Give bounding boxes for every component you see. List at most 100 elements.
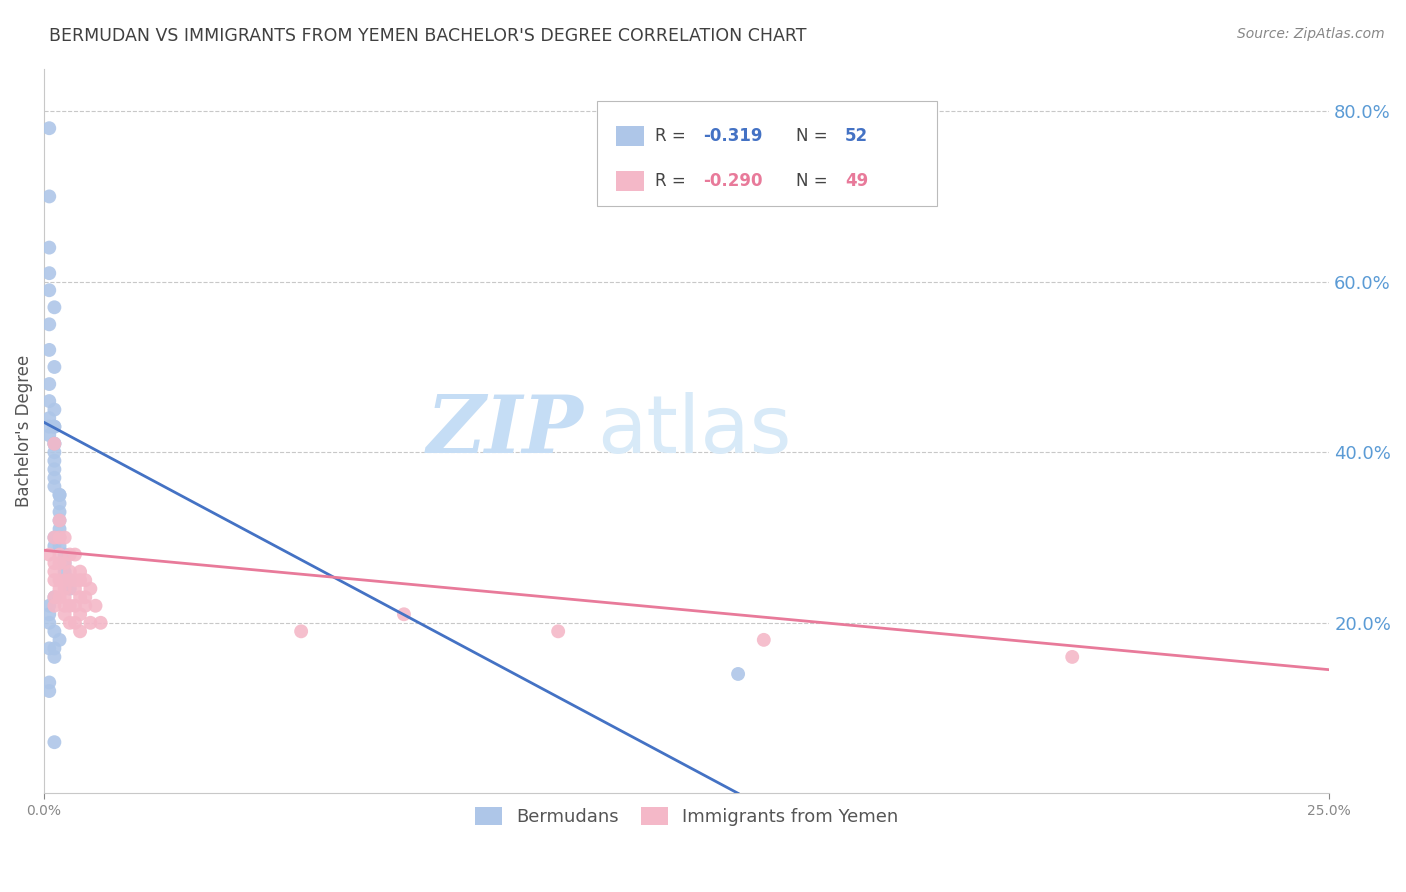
Point xyxy=(44,565,66,579)
Point xyxy=(44,419,66,434)
Point xyxy=(44,471,66,485)
Point xyxy=(53,556,76,570)
Point xyxy=(79,615,101,630)
Point xyxy=(44,479,66,493)
Point xyxy=(48,632,70,647)
Point xyxy=(38,377,60,392)
Text: N =: N = xyxy=(796,127,832,145)
Point xyxy=(44,591,66,605)
Point xyxy=(38,615,60,630)
Point xyxy=(44,599,66,613)
Point xyxy=(48,488,70,502)
Point xyxy=(63,599,86,613)
Point xyxy=(48,531,70,545)
Text: 49: 49 xyxy=(845,172,868,190)
Point xyxy=(75,599,97,613)
Text: R =: R = xyxy=(655,127,690,145)
Point xyxy=(38,121,60,136)
Text: BERMUDAN VS IMMIGRANTS FROM YEMEN BACHELOR'S DEGREE CORRELATION CHART: BERMUDAN VS IMMIGRANTS FROM YEMEN BACHEL… xyxy=(49,27,807,45)
Text: -0.290: -0.290 xyxy=(703,172,763,190)
Point xyxy=(53,531,76,545)
Point xyxy=(53,591,76,605)
Point xyxy=(44,462,66,476)
FancyBboxPatch shape xyxy=(616,171,644,191)
Point xyxy=(38,548,60,562)
Point xyxy=(38,684,60,698)
Point xyxy=(38,599,60,613)
Point xyxy=(69,591,91,605)
Y-axis label: Bachelor's Degree: Bachelor's Degree xyxy=(15,355,32,507)
Point xyxy=(290,624,312,639)
Point xyxy=(48,548,70,562)
Point xyxy=(63,582,86,596)
Point xyxy=(44,436,66,450)
Text: R =: R = xyxy=(655,172,690,190)
Point xyxy=(44,591,66,605)
Point xyxy=(48,573,70,587)
Point xyxy=(84,599,107,613)
Point xyxy=(90,615,112,630)
Point xyxy=(38,675,60,690)
Point xyxy=(48,513,70,527)
Point xyxy=(44,300,66,314)
Point xyxy=(547,624,569,639)
Point xyxy=(44,649,66,664)
Point xyxy=(48,531,70,545)
Point xyxy=(59,573,82,587)
Point xyxy=(48,522,70,536)
Point xyxy=(75,591,97,605)
Point xyxy=(44,436,66,450)
Point xyxy=(48,505,70,519)
Point xyxy=(69,607,91,622)
Point xyxy=(38,607,60,622)
Point xyxy=(38,411,60,425)
FancyBboxPatch shape xyxy=(596,101,938,206)
Point xyxy=(48,496,70,510)
Text: atlas: atlas xyxy=(596,392,792,470)
Point xyxy=(53,548,76,562)
Point xyxy=(44,641,66,656)
Text: -0.319: -0.319 xyxy=(703,127,763,145)
Point xyxy=(44,531,66,545)
Point xyxy=(59,573,82,587)
Point xyxy=(59,599,82,613)
Point xyxy=(69,624,91,639)
Point xyxy=(53,565,76,579)
Point xyxy=(75,573,97,587)
Point xyxy=(38,318,60,332)
Text: Source: ZipAtlas.com: Source: ZipAtlas.com xyxy=(1237,27,1385,41)
Point xyxy=(38,641,60,656)
Point xyxy=(44,735,66,749)
Legend: Bermudans, Immigrants from Yemen: Bermudans, Immigrants from Yemen xyxy=(465,798,907,835)
Point xyxy=(392,607,415,622)
Point xyxy=(48,488,70,502)
Point xyxy=(63,548,86,562)
Point xyxy=(44,402,66,417)
Point xyxy=(48,539,70,553)
Point xyxy=(727,667,749,681)
Point xyxy=(38,266,60,280)
Point xyxy=(44,359,66,374)
Point xyxy=(59,565,82,579)
Text: 52: 52 xyxy=(845,127,868,145)
Point xyxy=(44,624,66,639)
Point xyxy=(38,419,60,434)
Point xyxy=(53,556,76,570)
Point xyxy=(752,632,775,647)
Point xyxy=(69,565,91,579)
Point xyxy=(44,573,66,587)
Point xyxy=(59,582,82,596)
Point xyxy=(69,573,91,587)
Point xyxy=(63,573,86,587)
Point xyxy=(53,582,76,596)
Point xyxy=(38,343,60,357)
Text: ZIP: ZIP xyxy=(427,392,583,470)
Point xyxy=(79,582,101,596)
Point xyxy=(38,241,60,255)
FancyBboxPatch shape xyxy=(616,126,644,146)
Point xyxy=(59,615,82,630)
Text: N =: N = xyxy=(796,172,832,190)
Point xyxy=(53,599,76,613)
Point xyxy=(59,548,82,562)
Point xyxy=(48,582,70,596)
